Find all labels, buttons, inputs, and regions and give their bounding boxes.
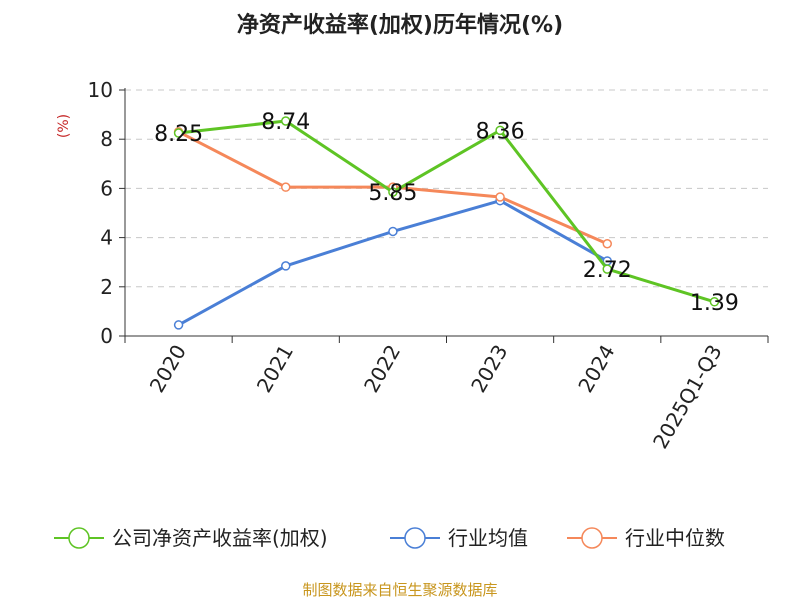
legend-marker-icon: [404, 527, 426, 549]
y-tick-label: 0: [100, 324, 113, 348]
y-tick-label: 2: [100, 275, 113, 299]
data-label: 1.39: [690, 291, 739, 316]
y-tick-label: 4: [100, 226, 113, 250]
legend-marker-icon: [581, 527, 603, 549]
grid-lines: [125, 89, 768, 288]
data-label: 2.72: [583, 258, 632, 283]
x-tick-label: 2021: [252, 341, 298, 397]
data-label: 8.25: [154, 122, 203, 147]
data-point: [173, 320, 184, 330]
series-layer: [173, 116, 720, 330]
legend-label: 行业均值: [448, 526, 528, 550]
legend-marker-icon: [68, 527, 90, 549]
data-label: 5.85: [368, 181, 417, 206]
legend-item[interactable]: 公司净资产收益率(加权): [54, 526, 328, 550]
data-point: [495, 125, 505, 136]
y-tick-label: 6: [100, 176, 113, 200]
series-line: [178, 119, 715, 304]
x-tick-label: 2020: [145, 341, 191, 397]
x-tick-label: 2022: [359, 341, 405, 397]
y-tick-label: 8: [100, 127, 113, 151]
x-tick-label: 2024: [573, 341, 619, 397]
y-axis-label: (%): [56, 114, 72, 138]
source-note: 制图数据来自恒生聚源数据库: [302, 581, 497, 599]
series-line: [177, 199, 608, 327]
x-tick-label: 2025Q1-Q3: [648, 341, 727, 453]
data-point: [602, 264, 612, 274]
legend-label: 公司净资产收益率(加权): [112, 526, 328, 550]
data-label: 8.36: [476, 119, 525, 144]
data-labels: 8.25 8.74 5.85 8.36 2.72 1.39: [154, 110, 739, 316]
data-point: [173, 128, 184, 138]
legend-label: 行业中位数: [625, 526, 725, 550]
data-point: [388, 187, 398, 197]
data-point: [281, 116, 291, 126]
data-point: [281, 182, 291, 192]
data-label: 8.74: [261, 110, 310, 135]
x-tick-label: 2023: [466, 341, 512, 397]
data-point: [709, 297, 720, 307]
y-tick-label: 10: [88, 78, 113, 102]
chart-title: 净资产收益率(加权)历年情况(%): [237, 12, 563, 38]
data-point: [388, 226, 398, 237]
legend: 公司净资产收益率(加权) 行业均值 行业中位数: [54, 526, 725, 550]
legend-item[interactable]: 行业中位数: [567, 526, 725, 550]
data-point: [495, 192, 505, 202]
data-point: [281, 261, 291, 271]
data-point: [602, 239, 612, 249]
legend-item[interactable]: 行业均值: [390, 526, 528, 550]
